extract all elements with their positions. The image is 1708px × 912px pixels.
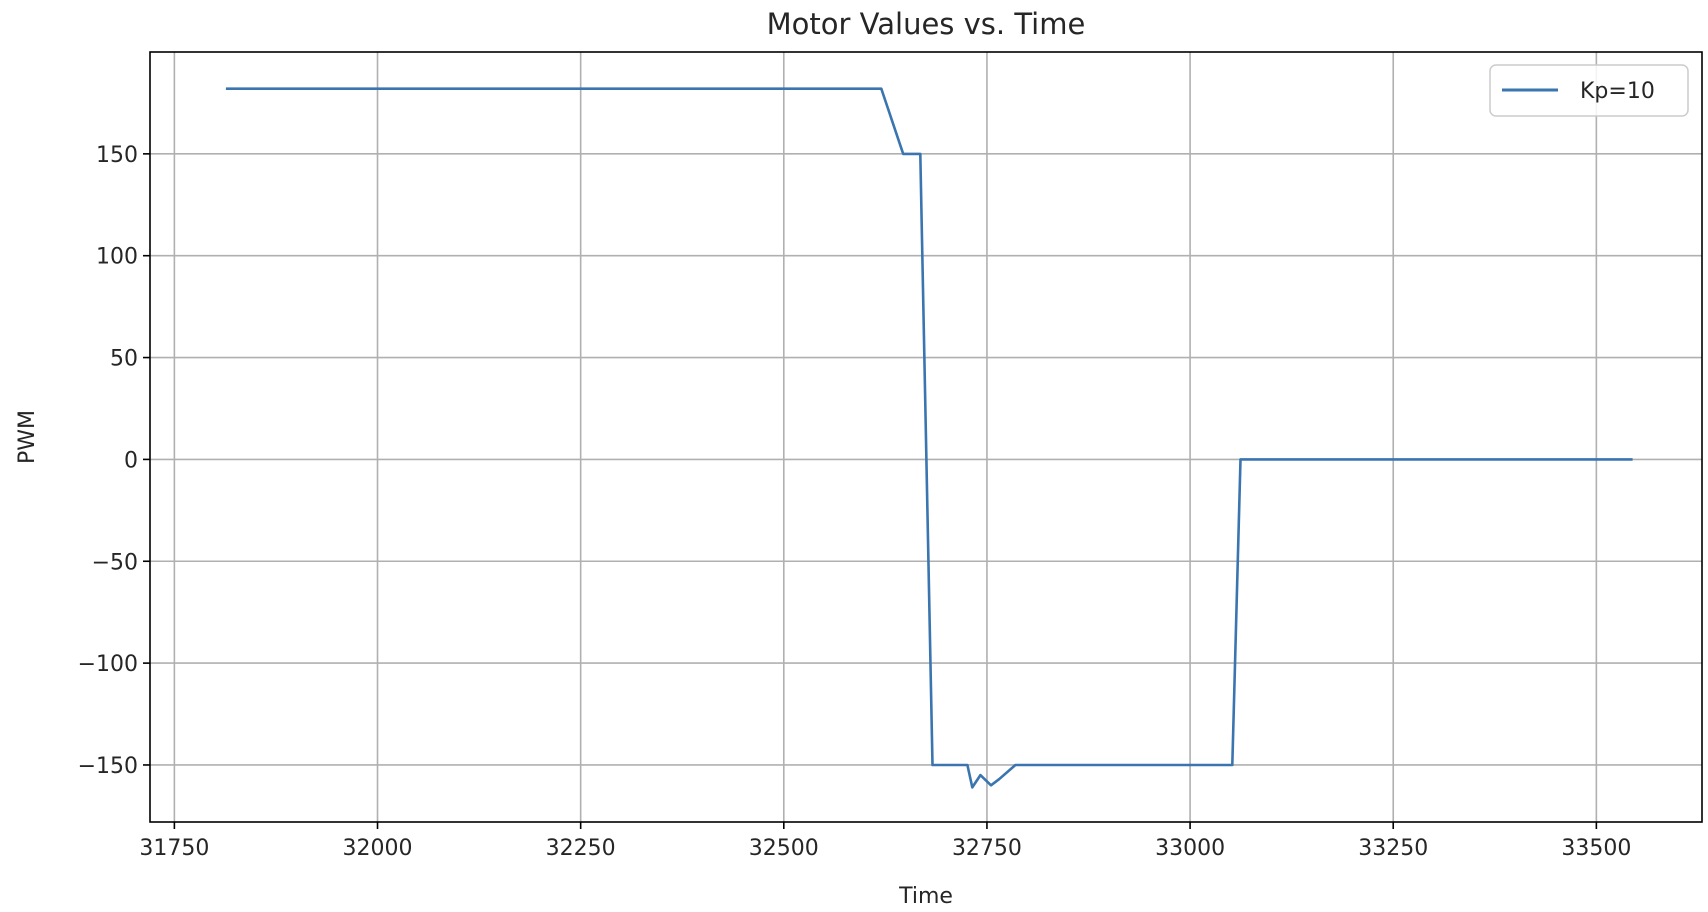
y-tick-label: 50 (110, 347, 138, 372)
y-tick-label: 0 (124, 448, 138, 473)
x-tick-label: 33500 (1561, 836, 1631, 861)
chart-title: Motor Values vs. Time (767, 7, 1086, 41)
grid-lines (150, 52, 1702, 822)
series-line-0 (225, 87, 1633, 789)
plot-lines (225, 87, 1633, 789)
y-axis-label: PWM (15, 410, 40, 464)
x-axis-ticks: 31750 32000 32250 32500 32750 33000 33250 33500 (139, 822, 1631, 861)
legend-box (1489, 64, 1689, 117)
y-tick-label: −50 (92, 550, 138, 575)
y-tick-label: −100 (78, 652, 138, 677)
plot-frame (149, 51, 1703, 823)
x-tick-label: 32500 (749, 836, 819, 861)
y-tick-label: −150 (78, 754, 138, 779)
y-tick-label: 150 (96, 143, 138, 168)
x-tick-label: 31750 (139, 836, 209, 861)
x-tick-label: 33250 (1358, 836, 1428, 861)
legend-label-kp10: Kp=10 (1580, 79, 1655, 104)
x-tick-label: 32750 (952, 836, 1022, 861)
y-axis-ticks: −150 −100 −50 0 50 100 150 (78, 143, 150, 779)
x-tick-label: 33000 (1155, 836, 1225, 861)
x-tick-label: 32000 (343, 836, 413, 861)
legend: Kp=10 (1489, 64, 1689, 117)
x-tick-label: 32250 (546, 836, 616, 861)
y-tick-label: 100 (96, 245, 138, 270)
x-axis-label: Time (898, 884, 953, 909)
